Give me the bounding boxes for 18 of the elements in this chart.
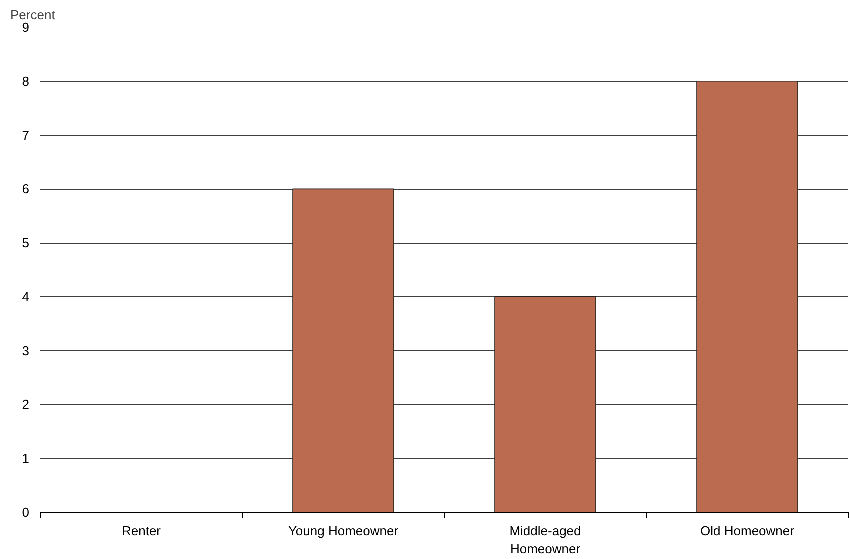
y-tick-label: 8: [22, 74, 30, 89]
y-tick-label: 4: [22, 289, 30, 304]
bar: [494, 296, 596, 512]
y-tick-label: 1: [22, 451, 30, 466]
x-tick-label: Middle-aged Homeowner: [510, 524, 582, 556]
y-axis-title: Percent: [10, 8, 56, 22]
y-tick-label: 2: [22, 397, 30, 412]
y-tick-label: 0: [22, 505, 30, 520]
y-tick-label: 7: [22, 128, 30, 143]
y-tick-label: 9: [22, 20, 30, 35]
bar: [696, 80, 798, 512]
y-tick-label: 3: [22, 343, 30, 358]
x-tick-label: Young Homeowner: [288, 524, 400, 538]
y-tick-label: 5: [22, 236, 30, 251]
y-tick-label: 6: [22, 182, 30, 197]
bar: [292, 188, 394, 512]
x-tick-label: Old Homeowner: [700, 524, 796, 538]
x-tick-label: Renter: [122, 524, 162, 538]
